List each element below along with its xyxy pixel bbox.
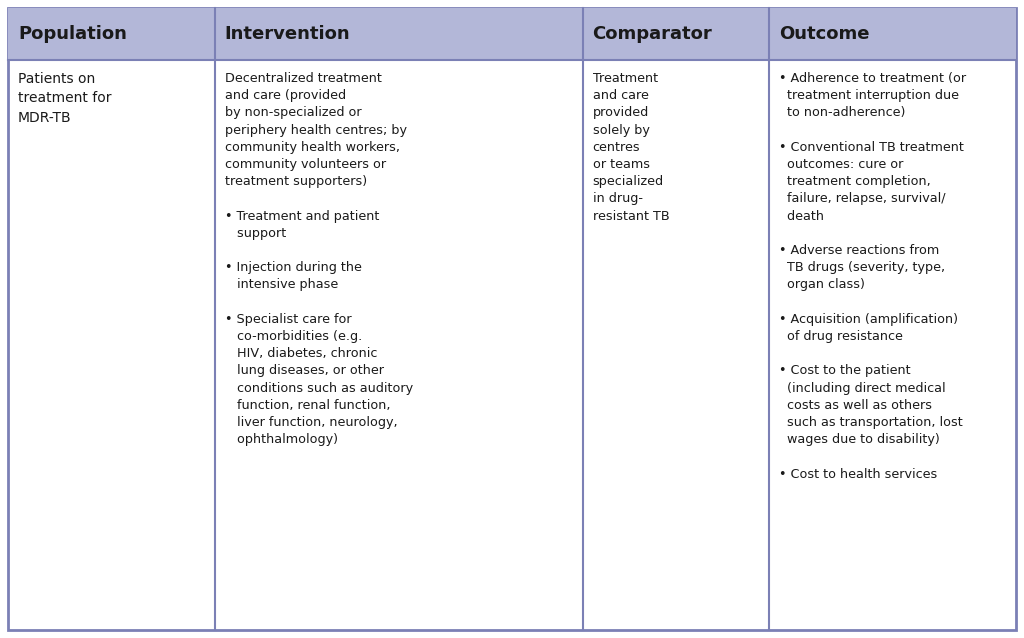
Text: • Adherence to treatment (or
  treatment interruption due
  to non-adherence)

•: • Adherence to treatment (or treatment i… xyxy=(779,72,967,480)
Bar xyxy=(8,8,1016,60)
Text: Patients on
treatment for
MDR-TB: Patients on treatment for MDR-TB xyxy=(18,72,112,125)
Text: Decentralized treatment
and care (provided
by non-specialized or
periphery healt: Decentralized treatment and care (provid… xyxy=(224,72,413,446)
Text: Intervention: Intervention xyxy=(224,25,350,43)
Text: Population: Population xyxy=(18,25,127,43)
Text: Treatment
and care
provided
solely by
centres
or teams
specialized
in drug-
resi: Treatment and care provided solely by ce… xyxy=(593,72,670,223)
Text: Outcome: Outcome xyxy=(779,25,869,43)
Text: Comparator: Comparator xyxy=(593,25,713,43)
